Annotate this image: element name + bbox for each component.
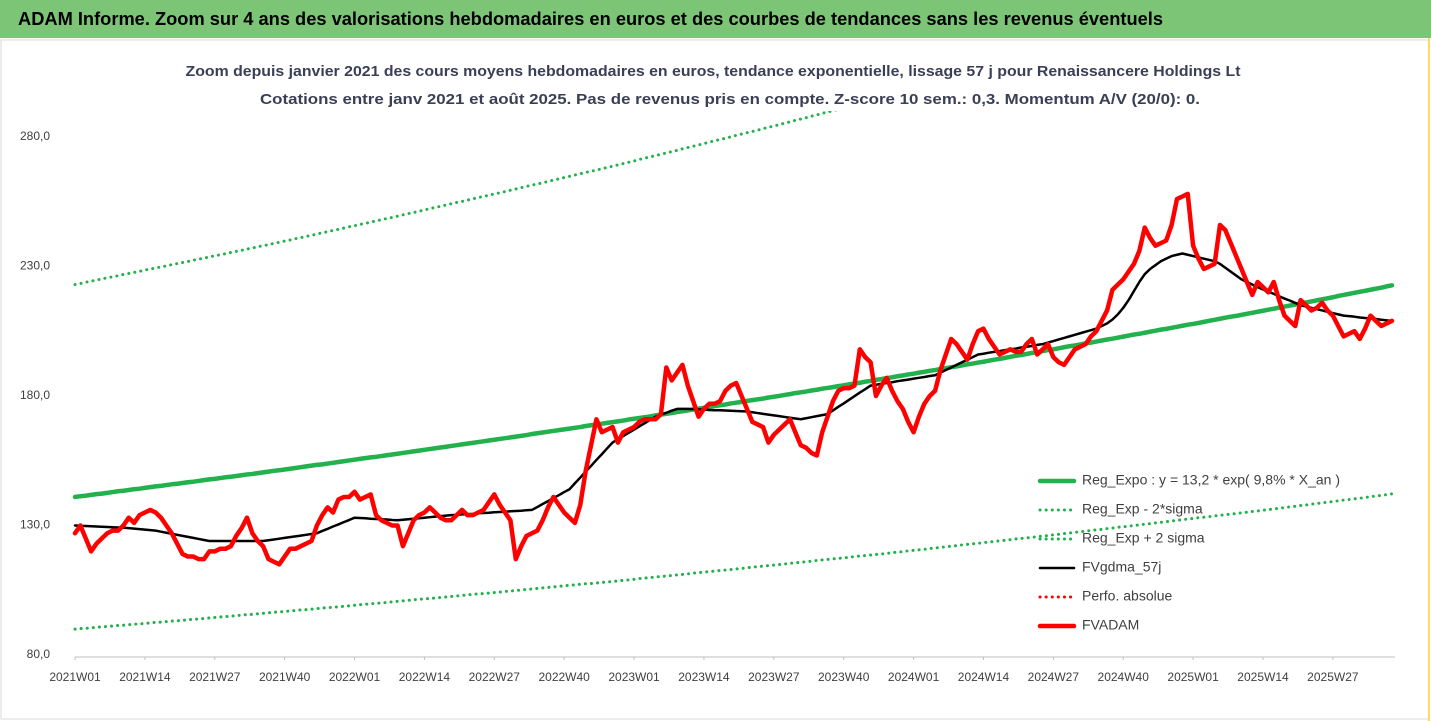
x-tick-label: 2024W01	[888, 670, 940, 684]
x-tick-label: 2025W14	[1237, 670, 1289, 684]
x-tick-label: 2023W01	[608, 670, 660, 684]
x-tick-label: 2022W27	[469, 670, 521, 684]
x-tick-label: 2024W27	[1028, 670, 1080, 684]
x-tick-label: 2022W40	[538, 670, 590, 684]
y-tick-label: 130,0	[20, 518, 50, 532]
series-line	[73, 252, 1394, 543]
x-tick-label: 2024W14	[958, 670, 1010, 684]
chart-subtitle: Zoom depuis janvier 2021 des cours moyen…	[186, 63, 1241, 80]
legend-label: Reg_Exp + 2 sigma	[1082, 530, 1205, 546]
series-line	[73, 492, 1394, 631]
y-tick-label: 280,0	[20, 129, 50, 143]
x-tick-label: 2021W40	[259, 670, 311, 684]
y-tick-label: 80,0	[27, 647, 51, 661]
x-tick-label: 2022W14	[399, 670, 451, 684]
x-tick-label: 2023W40	[818, 670, 870, 684]
y-tick-label: 230,0	[20, 259, 50, 273]
title-bar	[0, 0, 1431, 38]
legend-label: FVgdma_57j	[1082, 559, 1161, 575]
series-line	[72, 283, 1395, 500]
chart-title: ADAM Informe. Zoom sur 4 ans des valoris…	[18, 9, 1163, 29]
legend: Reg_Expo : y = 13,2 * exp( 9,8% * X_an )…	[1037, 472, 1340, 633]
chart-subtitle: Cotations entre janv 2021 et août 2025. …	[260, 91, 1200, 108]
legend-label: Perfo. absolue	[1082, 588, 1172, 604]
legend-label: FVADAM	[1082, 617, 1139, 633]
series-line	[73, 111, 838, 287]
x-tick-label: 2023W14	[678, 670, 730, 684]
x-tick-label: 2023W27	[748, 670, 800, 684]
x-tick-label: 2021W14	[119, 670, 171, 684]
x-tick-label: 2021W01	[49, 670, 101, 684]
axes: 80,0 130,0 180,0 230,0 280,0 2021W01 2021W14 20…	[20, 129, 1359, 684]
legend-label: Reg_Expo : y = 13,2 * exp( 9,8% * X_an )	[1082, 472, 1340, 488]
legend-label: Reg_Exp - 2*sigma	[1082, 501, 1203, 517]
x-tick-label: 2025W27	[1307, 670, 1359, 684]
x-tick-label: 2025W01	[1167, 670, 1219, 684]
x-tick-label: 2022W01	[329, 670, 381, 684]
x-tick-label: 2024W40	[1098, 670, 1150, 684]
series-line	[72, 191, 1395, 567]
plot-area	[72, 111, 1395, 631]
x-tick-label: 2021W27	[189, 670, 241, 684]
y-tick-label: 180,0	[20, 388, 50, 402]
